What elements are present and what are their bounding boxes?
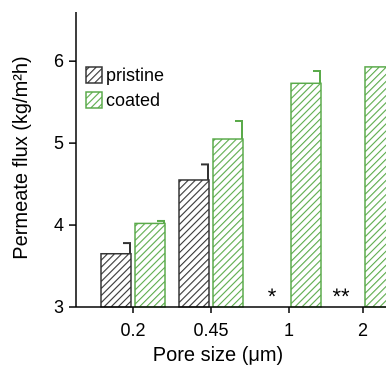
y-ticks: 3 4 5 6 [54, 51, 76, 317]
legend-swatch-coated [85, 91, 103, 109]
bars-layer [100, 66, 386, 308]
bar-coated-0.2 [134, 222, 166, 308]
annotation-asterisk: * [268, 284, 277, 309]
x-ticks: 0.2 0.45 1 2 [120, 307, 368, 340]
x-tick-label: 0.2 [120, 320, 145, 340]
x-tick-label: 0.45 [193, 320, 228, 340]
y-tick-label: 4 [54, 215, 64, 235]
y-tick-label: 6 [54, 51, 64, 71]
y-tick-label: 5 [54, 133, 64, 153]
legend-swatch-pristine [85, 66, 103, 84]
legend: pristine coated [85, 65, 164, 110]
bar-pristine-0.2 [100, 252, 132, 308]
x-tick-label: 1 [284, 320, 294, 340]
annotation-asterisk: ** [332, 284, 350, 309]
bar-coated-0.45 [212, 138, 244, 308]
bar-pristine-0.45 [178, 179, 210, 308]
bar-coated-2 [364, 66, 386, 308]
bar-coated-1 [290, 82, 322, 308]
legend-label-pristine: pristine [106, 65, 164, 85]
x-axis-label: Pore size (μm) [153, 344, 283, 366]
error-bars-layer [123, 70, 321, 254]
y-tick-label: 3 [54, 297, 64, 317]
x-tick-label: 2 [358, 320, 368, 340]
annotations: * ** [268, 284, 350, 309]
y-axis-label: Permeate flux (kg/m²h) [10, 56, 32, 259]
legend-label-coated: coated [106, 90, 160, 110]
